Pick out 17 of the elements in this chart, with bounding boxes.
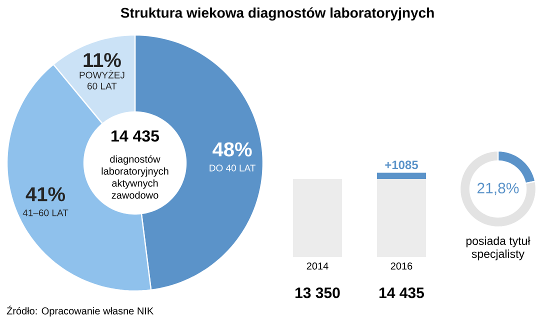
slice-label: 41–60 LAT xyxy=(22,209,68,216)
data-label: 41% xyxy=(26,187,66,202)
text: posiada tytuł specjalisty xyxy=(466,236,530,260)
text: diagnostów laboratoryjnych aktywnych zawodowo xyxy=(102,155,168,199)
text: 14 435 xyxy=(112,130,160,142)
slice-label: POWYŻEJ 60 LAT xyxy=(80,70,124,90)
slice-label: DO 40 LAT xyxy=(210,164,256,172)
total-label: 14 435 xyxy=(380,288,424,298)
x-tick-label: 2016 xyxy=(390,262,412,270)
data-label: 48% xyxy=(212,142,252,156)
data-label: 21,8% xyxy=(477,182,519,196)
chart-title: Struktura wiekowa diagnostów laboratoryjnych xyxy=(120,7,434,21)
x-tick-label: 2014 xyxy=(306,262,328,270)
text: Źródło: Opracowanie własne NIK xyxy=(6,306,154,316)
data-label: +1085 xyxy=(385,160,418,170)
data-label: 11% xyxy=(84,53,121,68)
total-label: 13 350 xyxy=(296,288,340,298)
